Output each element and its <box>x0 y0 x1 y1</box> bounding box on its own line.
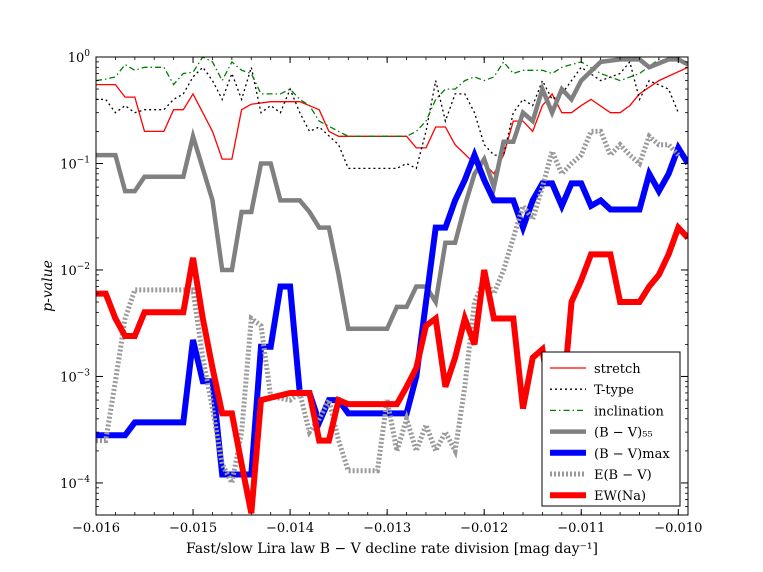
x-tick-label: −0.014 <box>266 521 314 536</box>
x-tick-label: −0.011 <box>557 521 605 536</box>
series-line-stretch <box>96 66 688 175</box>
legend-label: EW(Na) <box>594 489 646 504</box>
legend-label: (B − V)max <box>594 447 670 462</box>
x-axis-label: Fast/slow Lira law B − V decline rate di… <box>186 541 598 557</box>
legend-label: inclination <box>594 404 664 419</box>
y-axis-label: p-value <box>40 260 56 312</box>
legend-entries: stretch T-type inclination (B − V)₅₅ (B − V)… <box>550 362 670 504</box>
legend: stretch T-type inclination (B − V)₅₅ (B − V)… <box>541 351 681 507</box>
series-layer <box>96 57 688 514</box>
series-line-b-v-max <box>96 141 688 478</box>
x-tick-label: −0.015 <box>169 521 217 536</box>
plot-frame <box>95 56 689 516</box>
y-tick-label: 100 <box>68 49 91 66</box>
ticks-layer <box>95 56 688 516</box>
y-tick-label: 10−4 <box>60 475 90 492</box>
legend-box <box>541 351 681 507</box>
y-tick-label: 10−1 <box>60 155 90 172</box>
tick-labels-layer: −0.016 −0.015 −0.014 −0.013 −0.012 −0.011 −0.0… <box>60 49 702 536</box>
series-line-e-b-v <box>96 128 681 491</box>
legend-label: (B − V)₅₅ <box>594 426 653 441</box>
x-tick-label: −0.016 <box>72 521 120 536</box>
y-tick-label: 10−3 <box>60 368 90 385</box>
legend-label: T-type <box>594 383 634 398</box>
series-line-inclination <box>96 57 688 137</box>
legend-label: stretch <box>594 362 641 377</box>
y-tick-label: 10−2 <box>60 262 90 279</box>
series-line-b-v <box>96 57 688 332</box>
series-line-ew-na <box>96 221 688 514</box>
x-tick-label: −0.013 <box>363 521 411 536</box>
legend-label: E(B − V) <box>594 468 652 483</box>
x-tick-label: −0.012 <box>460 521 508 536</box>
x-tick-label: −0.010 <box>654 521 702 536</box>
